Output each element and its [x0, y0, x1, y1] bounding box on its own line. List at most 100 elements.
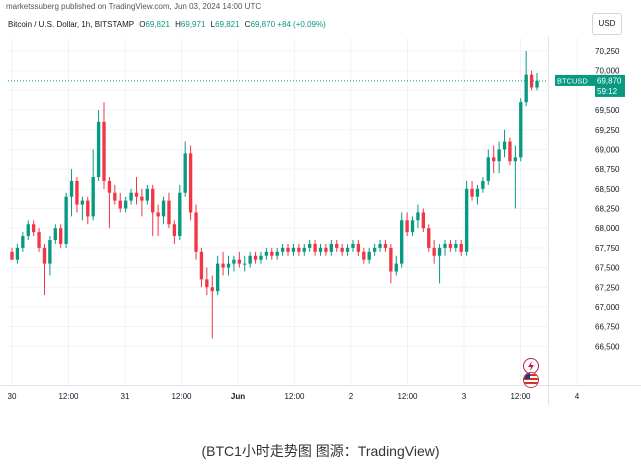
- y-tick-label: 67,500: [595, 264, 620, 273]
- lightning-icon[interactable]: [523, 358, 539, 374]
- y-tick-label: 67,250: [595, 283, 620, 292]
- candle-body: [275, 251, 279, 256]
- y-tick-label: 69,250: [595, 126, 620, 135]
- chart-frame: marketssuberg published on TradingView.c…: [6, 2, 622, 35]
- currency-button[interactable]: USD: [592, 13, 622, 35]
- candle-body: [308, 243, 312, 248]
- published-note: marketssuberg published on TradingView.c…: [6, 2, 262, 11]
- candle-body: [134, 192, 139, 197]
- low-label: L: [210, 20, 216, 29]
- candle-body: [253, 255, 258, 260]
- candle-body: [470, 188, 474, 197]
- y-tick-label: 66,500: [595, 342, 620, 351]
- candle-body: [421, 212, 426, 229]
- candle-body: [75, 180, 79, 205]
- candle-body: [340, 247, 344, 252]
- candle-body: [183, 153, 187, 193]
- candle-body: [513, 157, 518, 162]
- x-tick-label: 12:00: [58, 392, 79, 401]
- candle-body: [432, 247, 436, 256]
- candle-body: [221, 263, 225, 268]
- y-tick-label: 70,000: [595, 67, 620, 76]
- y-tick-label: 69,000: [595, 145, 620, 154]
- x-tick-label: 3: [462, 392, 467, 401]
- image-caption: (BTC1小时走势图 图源：TradingView): [201, 443, 440, 459]
- candle-body: [454, 243, 458, 248]
- x-tick-label: 12:00: [510, 392, 531, 401]
- price-tag: [595, 74, 625, 97]
- candle-body: [497, 149, 501, 162]
- candle-body: [383, 243, 388, 248]
- candle-body: [123, 200, 128, 209]
- candle-body: [264, 251, 269, 256]
- y-tick-label: 68,500: [595, 185, 620, 194]
- candle-body: [48, 240, 52, 264]
- candle-body: [26, 224, 30, 237]
- candle-body: [529, 74, 534, 88]
- candle-body: [161, 200, 166, 217]
- x-tick-label: Jun: [231, 392, 245, 401]
- candle-body: [215, 263, 220, 292]
- candle-body: [502, 141, 507, 150]
- candle-body: [113, 192, 117, 201]
- candle-body: [156, 212, 160, 217]
- candle-body: [313, 243, 317, 252]
- candle-body: [324, 247, 328, 252]
- candle-body: [362, 251, 366, 260]
- x-tick-label: 12:00: [284, 392, 305, 401]
- candle-body: [329, 243, 334, 252]
- candle-body: [10, 251, 14, 260]
- symbol-tag-label: BTCUSD: [557, 76, 588, 85]
- candle-body: [335, 243, 339, 248]
- candle-body: [102, 121, 106, 181]
- candle-body: [351, 243, 355, 248]
- candle-body: [394, 263, 398, 272]
- us-flag-icon[interactable]: [523, 372, 539, 388]
- candle-body: [345, 247, 350, 252]
- close-value: 69,870: [250, 20, 276, 29]
- candle-body: [31, 224, 36, 233]
- x-tick-label: 12:00: [171, 392, 192, 401]
- candle-body: [378, 243, 382, 248]
- candle-body: [270, 251, 274, 256]
- candlestick-chart[interactable]: 70,25070,00069,75069,50069,25069,00068,7…: [0, 0, 641, 405]
- candle-body: [302, 247, 306, 252]
- symbol-tag: [555, 74, 595, 86]
- candle-body: [427, 228, 431, 248]
- candle-body: [519, 102, 523, 158]
- candle-body: [118, 200, 122, 209]
- candle-body: [416, 212, 420, 221]
- candle-body: [318, 247, 323, 252]
- candle-body: [21, 236, 25, 248]
- candle-body: [86, 200, 90, 217]
- candle-body: [481, 180, 485, 189]
- high-value: 69,971: [180, 20, 206, 29]
- x-tick-label: 30: [8, 392, 17, 401]
- open-label: O: [139, 20, 146, 29]
- change-value: +84 (+0.09%): [277, 20, 326, 29]
- candle-body: [259, 255, 263, 260]
- candle-body: [37, 232, 41, 248]
- candle-body: [535, 80, 539, 88]
- candle-body: [389, 247, 393, 272]
- price-tag-countdown: 59:12: [597, 87, 618, 96]
- candle-body: [129, 192, 133, 201]
- candle-body: [237, 259, 241, 264]
- candle-body: [410, 220, 415, 233]
- candle-body: [42, 247, 47, 264]
- candle-body: [443, 243, 447, 248]
- candle-body: [492, 157, 496, 162]
- candle-body: [91, 177, 95, 217]
- candle-body: [188, 153, 193, 213]
- candle-body: [475, 188, 480, 197]
- candle-body: [280, 247, 285, 252]
- x-tick-label: 2: [349, 392, 354, 401]
- x-tick-label: 4: [575, 392, 580, 401]
- candle-body: [205, 279, 209, 288]
- symbol-description[interactable]: Bitcoin / U.S. Dollar, 1h, BITSTAMP: [8, 20, 134, 29]
- candle-body: [297, 247, 301, 252]
- candle-body: [199, 251, 204, 280]
- candle-body: [524, 74, 528, 103]
- candle-body: [172, 224, 177, 237]
- close-label: C: [244, 20, 251, 29]
